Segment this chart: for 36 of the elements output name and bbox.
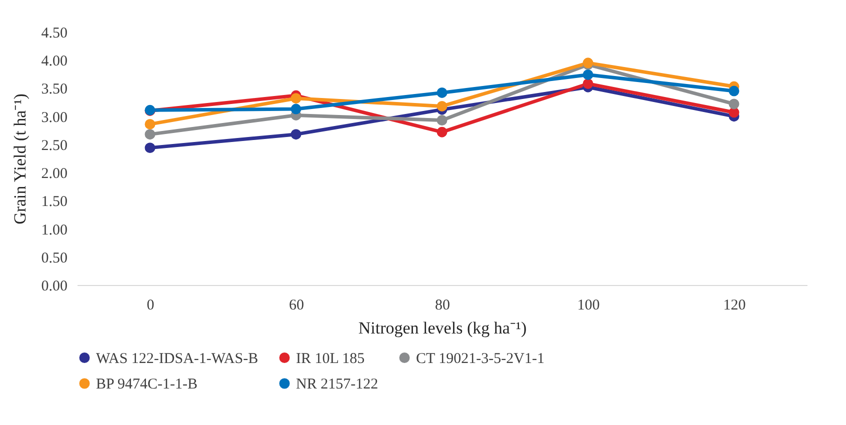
point xyxy=(144,118,156,130)
point xyxy=(144,129,156,140)
point xyxy=(728,86,740,96)
x-tick-label: 80 xyxy=(435,298,450,314)
y-tick-label: 4.00 xyxy=(41,54,68,70)
y-tick-label: 0.00 xyxy=(41,278,68,294)
x-tick-label: 60 xyxy=(289,298,304,314)
point xyxy=(728,98,740,110)
y-tick-label: 0.50 xyxy=(41,250,68,266)
legend-label: NR 2157-122 xyxy=(296,376,378,392)
legend-label: BP 9474C-1-1-B xyxy=(96,376,198,392)
point xyxy=(582,69,594,80)
legend-label: IR 10L 185 xyxy=(296,350,365,367)
x-tick-label: 0 xyxy=(146,298,154,314)
point xyxy=(436,87,448,98)
point xyxy=(436,126,448,138)
point xyxy=(290,93,302,104)
x-tick-label: 100 xyxy=(577,298,600,314)
y-tick-label: 1.00 xyxy=(41,222,68,238)
legend-label: CT 19021-3-5-2V1-1 xyxy=(416,350,544,367)
x-tick-label: 120 xyxy=(723,298,746,314)
point xyxy=(436,115,448,126)
point xyxy=(290,129,302,140)
point xyxy=(290,104,302,114)
y-tick-label: 2.00 xyxy=(41,166,68,182)
point xyxy=(144,142,156,154)
y-tick-label: 3.50 xyxy=(41,82,68,98)
x-axis-title: Nitrogen levels (kg ha⁻¹) xyxy=(358,318,527,338)
legend-label: WAS 122-IDSA-1-WAS-B xyxy=(96,350,258,367)
point xyxy=(436,100,448,112)
y-tick-label: 3.00 xyxy=(41,110,68,126)
y-axis-title: Grain Yield (t ha⁻¹) xyxy=(10,94,30,224)
y-tick-label: 1.50 xyxy=(41,194,68,210)
point xyxy=(582,78,594,89)
y-tick-label: 2.50 xyxy=(41,138,68,154)
y-tick-label: 4.50 xyxy=(41,26,68,42)
